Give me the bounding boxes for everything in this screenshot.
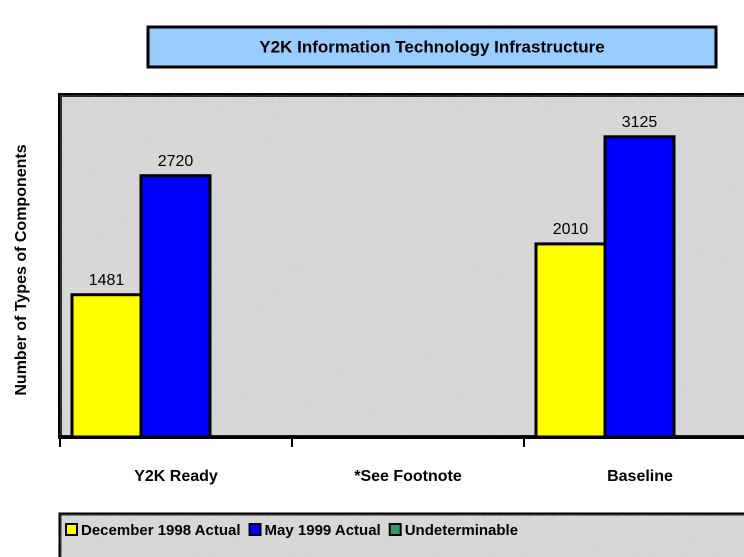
value-label: 2720 — [158, 153, 194, 170]
x-tick-label: *See Footnote — [354, 468, 462, 485]
value-label: 1481 — [89, 272, 125, 289]
chart-title: Y2K Information Technology Infrastructur… — [259, 37, 604, 56]
legend-swatch — [248, 523, 262, 536]
legend-label: Undeterminable — [405, 522, 518, 539]
y-axis-label: Number of Types of Components — [13, 144, 30, 395]
legend-texture — [60, 514, 744, 557]
value-label: 3125 — [622, 114, 658, 131]
bar — [534, 242, 607, 439]
legend-label: May 1999 Actual — [265, 522, 381, 539]
bar — [603, 135, 676, 439]
legend-swatch — [388, 523, 402, 536]
legend-label: December 1998 Actual — [81, 522, 241, 539]
bar — [70, 293, 143, 439]
x-tick-label: Y2K Ready — [134, 468, 218, 485]
value-label: 2010 — [553, 221, 589, 238]
bar — [139, 174, 212, 439]
x-tick-label: Baseline — [607, 468, 673, 485]
legend-swatch — [65, 523, 78, 536]
title-box — [146, 25, 718, 69]
